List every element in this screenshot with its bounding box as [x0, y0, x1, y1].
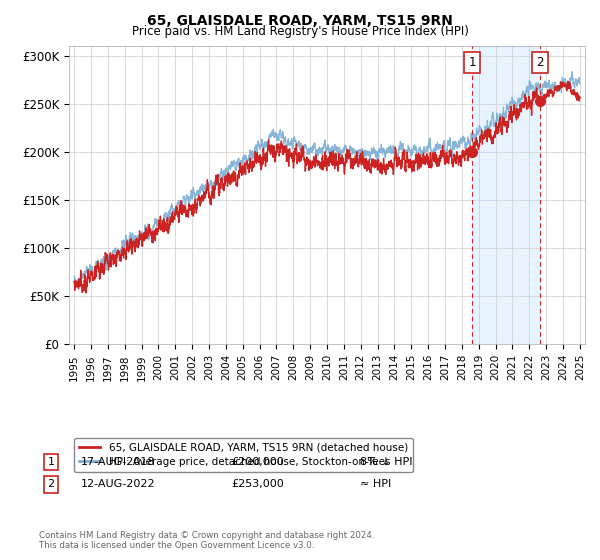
- Text: £253,000: £253,000: [231, 479, 284, 489]
- Text: 2: 2: [536, 56, 544, 69]
- Text: Contains HM Land Registry data © Crown copyright and database right 2024.
This d: Contains HM Land Registry data © Crown c…: [39, 530, 374, 550]
- Text: £200,000: £200,000: [231, 457, 284, 467]
- Text: 65, GLAISDALE ROAD, YARM, TS15 9RN: 65, GLAISDALE ROAD, YARM, TS15 9RN: [147, 14, 453, 28]
- Text: ≈ HPI: ≈ HPI: [360, 479, 391, 489]
- Text: Price paid vs. HM Land Registry's House Price Index (HPI): Price paid vs. HM Land Registry's House …: [131, 25, 469, 38]
- Text: 17-AUG-2018: 17-AUG-2018: [81, 457, 155, 467]
- Text: 1: 1: [47, 457, 55, 467]
- Bar: [472, 46, 540, 344]
- Text: 8% ↓ HPI: 8% ↓ HPI: [360, 457, 413, 467]
- Text: 2: 2: [47, 479, 55, 489]
- Text: 1: 1: [469, 56, 476, 69]
- Text: 12-AUG-2022: 12-AUG-2022: [81, 479, 155, 489]
- Legend: 65, GLAISDALE ROAD, YARM, TS15 9RN (detached house), HPI: Average price, detache: 65, GLAISDALE ROAD, YARM, TS15 9RN (deta…: [74, 438, 413, 472]
